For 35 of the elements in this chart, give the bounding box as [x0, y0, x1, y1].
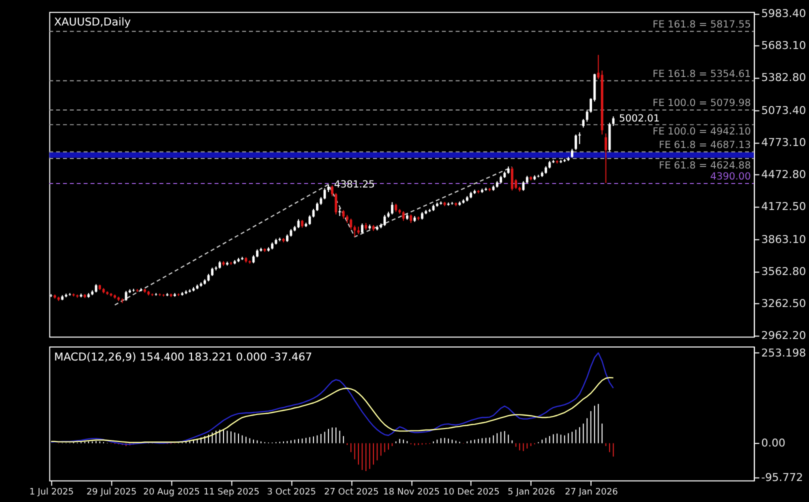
x-tick-label: 27 Jan 2026 [564, 488, 618, 498]
ref-line-label: FE 100.0 = 5079.98 [652, 98, 751, 110]
x-tick-label: 29 Jul 2025 [86, 488, 137, 498]
y-tick-label: 4172.50 [761, 200, 806, 214]
x-tick-label: 11 Sep 2025 [203, 488, 260, 498]
y-tick-label: 3262.50 [761, 297, 806, 310]
chart-title: MACD(12,26,9) 154.400 183.221 0.000 -37.467 [54, 350, 312, 364]
x-tick-label: 27 Oct 2025 [324, 488, 379, 498]
y-tick-label: 4773.10 [761, 136, 806, 150]
ref-line-label: FE 61.8 = 4624.88 [658, 160, 751, 172]
y-tick-label: 5983.40 [761, 7, 806, 20]
y-tick-label: 2962.20 [761, 329, 806, 342]
x-tick-label: 1 Jul 2025 [29, 488, 74, 498]
y-tick-label: 3863.10 [761, 233, 806, 246]
chart-title: XAUUSD,Daily [54, 16, 132, 29]
y-tick-label: 4472.80 [761, 168, 806, 182]
annotation: 4381.25 [334, 179, 375, 190]
y-tick-label: 0.00 [761, 436, 786, 450]
x-tick-label: 5 Jan 2026 [508, 488, 556, 498]
x-tick-label: 3 Oct 2025 [266, 488, 316, 498]
ref-line-label: 4390.00 [710, 172, 751, 183]
annotation: 5002.01 [618, 113, 660, 124]
ref-line-label: FE 161.8 = 5354.61 [652, 68, 751, 80]
x-tick-label: 10 Dec 2025 [443, 488, 500, 498]
y-tick-label: 5683.10 [761, 39, 806, 52]
y-tick-label: 5382.80 [761, 71, 806, 84]
ref-line-label: FE 100.0 = 4942.10 [652, 126, 751, 138]
y-tick-label: 5073.40 [761, 104, 806, 118]
y-tick-label: 3562.80 [761, 265, 806, 278]
y-tick-label: 253.198 [761, 346, 806, 360]
ref-line-label: FE 161.8 = 5817.55 [652, 19, 751, 30]
ref-line-label: FE 61.8 = 4687.13 [658, 140, 751, 151]
y-tick-label: -95.772 [761, 470, 804, 484]
x-tick-label: 18 Nov 2025 [383, 488, 440, 498]
x-tick-label: 20 Aug 2025 [143, 488, 200, 498]
